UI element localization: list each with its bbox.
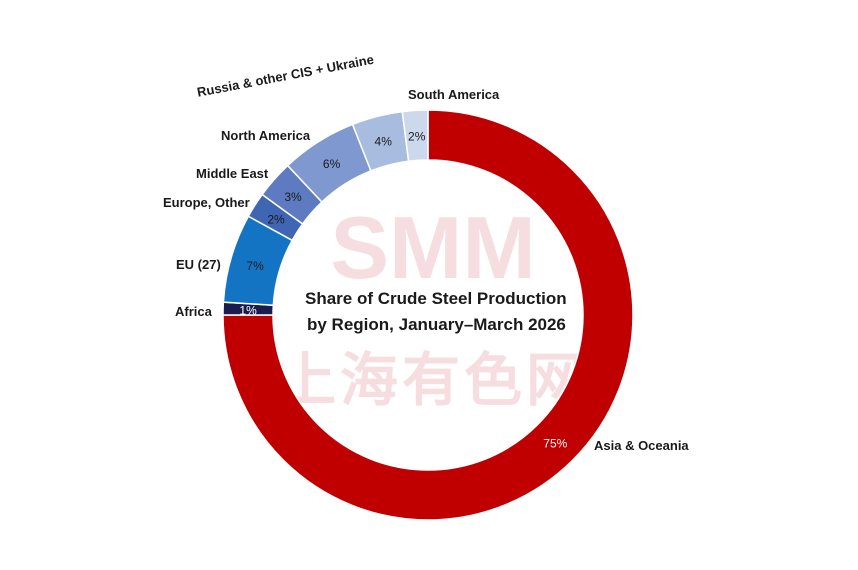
svg-text:75%: 75%	[543, 436, 567, 450]
svg-text:2%: 2%	[408, 129, 426, 143]
svg-text:2%: 2%	[267, 213, 285, 227]
svg-text:上海有色网: 上海有色网	[278, 348, 588, 413]
svg-text:SMM: SMM	[330, 198, 535, 297]
svg-text:7%: 7%	[246, 259, 264, 273]
svg-text:6%: 6%	[323, 157, 341, 171]
svg-text:4%: 4%	[375, 135, 393, 149]
svg-text:3%: 3%	[284, 190, 302, 204]
svg-text:1%: 1%	[239, 303, 257, 317]
